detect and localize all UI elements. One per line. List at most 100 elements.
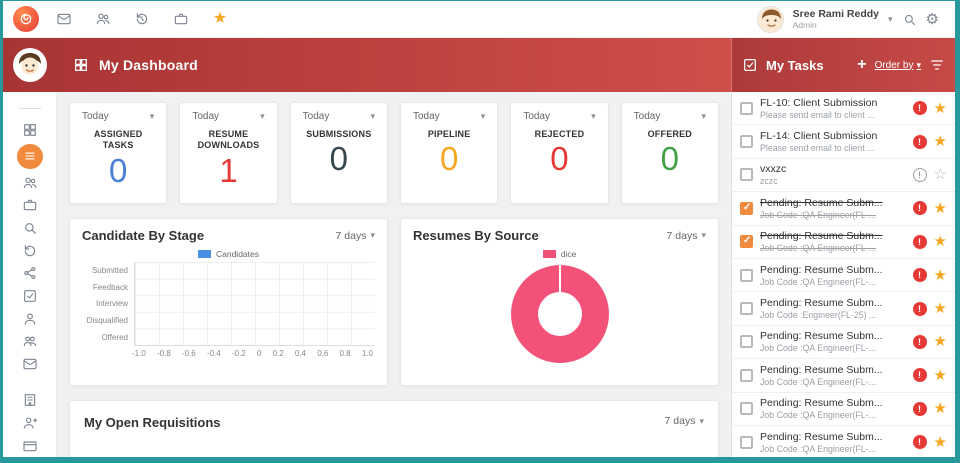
briefcase-icon[interactable]	[172, 10, 190, 28]
alert-icon	[912, 268, 927, 283]
sidebar-item-share[interactable]	[22, 262, 38, 285]
task-title: Pending: Resume Subm...	[760, 263, 883, 276]
sidebar-item-candidates[interactable]	[22, 171, 38, 194]
task-item[interactable]: Pending: Resume Subm...Job Code :QA Engi…	[732, 259, 955, 293]
sidebar-item-active-list[interactable]	[16, 143, 43, 170]
star-icon[interactable]	[934, 435, 947, 450]
sidebar-item-search[interactable]	[22, 217, 38, 240]
star-icon[interactable]	[934, 101, 947, 116]
star-icon[interactable]	[934, 134, 947, 149]
task-title: vxxzc	[760, 163, 787, 176]
mascot-logo-icon[interactable]	[13, 48, 47, 82]
x-tick: -1.0	[132, 349, 146, 358]
period-select[interactable]: 7 days	[665, 415, 704, 427]
chevron-down-icon	[481, 112, 486, 121]
stat-value: 0	[439, 140, 459, 178]
gear-icon[interactable]	[926, 12, 939, 27]
sidebar-item-jobs[interactable]	[22, 194, 38, 217]
task-item[interactable]: Pending: Resume Subm...Job Code :QA Engi…	[732, 426, 955, 457]
period-select[interactable]: Today	[188, 110, 268, 129]
dashboard-grid-icon	[73, 57, 89, 73]
star-icon[interactable]	[934, 201, 947, 216]
user-info[interactable]: Sree Rami Reddy Admin	[793, 8, 879, 31]
task-checkbox[interactable]	[740, 135, 753, 149]
period-select[interactable]: 7 days	[336, 230, 375, 242]
task-item[interactable]: Pending: Resume Subm...Job Code :QA Engi…	[732, 226, 955, 259]
task-subtitle: Job Code :QA Engineer(FL-...	[760, 376, 876, 387]
legend-label: Candidates	[215, 249, 259, 259]
resumes-by-source-card: Resumes By Source 7 days dice	[400, 218, 719, 386]
task-item[interactable]: Pending: Resume Subm...Job Code :QA Engi…	[732, 393, 955, 426]
mail-icon[interactable]	[55, 10, 73, 28]
alert-icon	[912, 134, 927, 149]
period-select[interactable]: Today	[630, 110, 710, 129]
task-checkbox[interactable]	[740, 235, 753, 249]
sort-icon[interactable]	[929, 57, 945, 73]
checkbox-icon	[742, 57, 758, 73]
chevron-down-icon	[370, 112, 375, 121]
star-icon[interactable]	[934, 368, 947, 383]
app-logo-icon[interactable]	[13, 6, 39, 32]
sidebar-item-user[interactable]	[22, 307, 38, 330]
sidebar-item-company[interactable]	[22, 389, 38, 412]
task-item[interactable]: Pending: Resume Subm...Job Code :QA Engi…	[732, 192, 955, 226]
x-tick: 0.2	[272, 349, 284, 358]
sidebar-item-tasks[interactable]	[22, 285, 38, 308]
period-label: Today	[412, 111, 440, 122]
page-title: My Dashboard	[99, 57, 198, 73]
star-icon[interactable]	[934, 401, 947, 416]
user-avatar[interactable]	[756, 5, 784, 33]
stat-card-rejected: Today REJECTED 0	[510, 102, 609, 204]
task-checkbox[interactable]	[740, 402, 753, 416]
star-icon[interactable]	[934, 268, 947, 283]
period-select[interactable]: Today	[299, 110, 379, 129]
stat-card-pipeline: Today PIPELINE 0	[399, 102, 499, 204]
task-item[interactable]: Pending: Resume Subm... Job Code :Enginee…	[732, 292, 955, 326]
period-select[interactable]: Today	[519, 110, 599, 129]
task-item[interactable]: Pending: Resume Subm...Job Code :QA Engi…	[732, 326, 955, 360]
sidebar	[3, 92, 57, 457]
task-item[interactable]: FL-10: Client Submission Please send emai…	[732, 92, 955, 126]
history-icon[interactable]	[133, 10, 151, 28]
period-select[interactable]: 7 days	[667, 230, 706, 242]
task-checkbox[interactable]	[740, 168, 753, 182]
star-icon[interactable]	[934, 334, 947, 349]
y-tick: Interview	[95, 299, 128, 309]
task-checkbox[interactable]	[740, 368, 753, 382]
sidebar-item-dashboard[interactable]	[22, 119, 38, 142]
period-select[interactable]: Today	[409, 110, 489, 129]
bar-chart: Submitted Feedback Interview Disqualifie…	[82, 262, 375, 358]
task-item[interactable]: Pending: Resume Subm...Job Code :QA Engi…	[732, 359, 955, 393]
star-icon[interactable]	[934, 167, 947, 182]
task-checkbox[interactable]	[740, 435, 753, 449]
sidebar-item-mail[interactable]	[22, 353, 38, 376]
task-item[interactable]: vxxzc zczc	[732, 159, 955, 193]
sidebar-item-history[interactable]	[22, 239, 38, 262]
search-icon[interactable]	[902, 12, 917, 27]
task-checkbox[interactable]	[740, 335, 753, 349]
task-item[interactable]: FL-14: Client Submission Please send emai…	[732, 125, 955, 159]
users-icon[interactable]	[94, 10, 112, 28]
task-title: Pending: Resume Subm...	[760, 297, 883, 310]
task-checkbox[interactable]	[740, 302, 753, 316]
sidebar-item-card[interactable]	[22, 434, 38, 457]
star-icon[interactable]	[934, 234, 947, 249]
task-checkbox[interactable]	[740, 201, 753, 215]
alert-icon	[912, 101, 927, 116]
task-checkbox[interactable]	[740, 101, 753, 115]
star-icon[interactable]	[211, 10, 229, 28]
task-checkbox[interactable]	[740, 268, 753, 282]
sidebar-item-user-add[interactable]	[22, 412, 38, 435]
chart-legend: dice	[413, 249, 706, 259]
sidebar-item-team[interactable]	[22, 330, 38, 353]
chevron-down-icon[interactable]	[888, 15, 893, 24]
star-icon[interactable]	[934, 301, 947, 316]
add-task-button[interactable]: +	[857, 56, 867, 73]
chart-title: Candidate By Stage	[82, 228, 205, 243]
order-by-dropdown[interactable]: Order by	[875, 60, 921, 71]
period-select[interactable]: Today	[78, 110, 158, 129]
x-tick: 0.8	[339, 349, 351, 358]
chevron-down-icon	[701, 231, 706, 240]
stat-cards-row: Today ASSIGNED TASKS 0 Today RESUME DOWN…	[69, 102, 719, 204]
task-title: Pending: Resume Subm...	[760, 196, 883, 209]
